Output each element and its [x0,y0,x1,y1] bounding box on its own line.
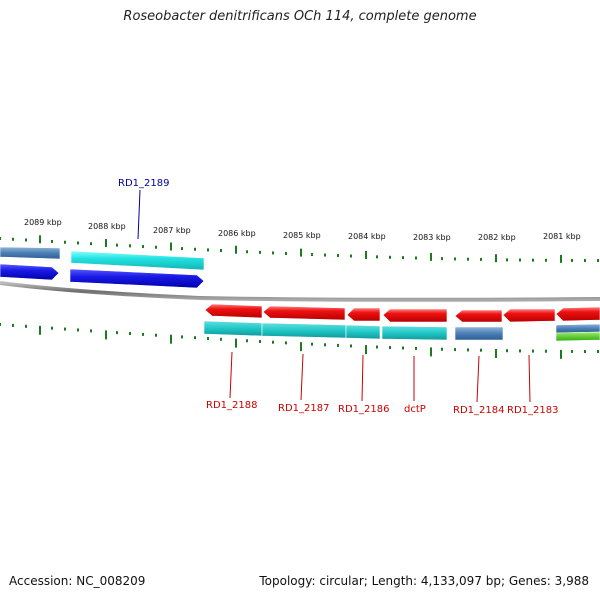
label-rd1-2186[interactable]: RD1_2186 [338,404,389,415]
gene-dctp-cds[interactable] [382,308,448,323]
gene-rd1-2189-cds[interactable] [69,268,205,289]
gene-labels: RD1_2189 RD1_2188 RD1_2187 RD1_2186 dctP… [118,178,558,416]
cds-right-reverse[interactable] [555,306,600,322]
gene-rd1-2186-cds[interactable] [346,307,381,322]
gene-rd1-2187-feature[interactable] [261,322,347,339]
leader-rd1-2186 [361,354,364,402]
label-leaders [137,189,531,403]
kbp-label: 2084 kbp [348,232,386,241]
genome-summary-text: Topology: circular; Length: 4,133,097 bp… [259,574,589,588]
gene-rd1-2184-feature[interactable] [454,326,504,341]
gene-rd1-2188-cds[interactable] [204,303,263,319]
label-rd1-2183[interactable]: RD1_2183 [507,405,558,416]
accession-text: Accession: NC_008209 [9,574,146,588]
gene-rd1-2186-feature[interactable] [345,324,381,340]
label-rd1-2188[interactable]: RD1_2188 [206,400,257,411]
label-dctp[interactable]: dctP [404,404,426,415]
kbp-label: 2081 kbp [543,232,581,241]
kbp-labels: 2089 kbp 2088 kbp 2087 kbp 2086 kbp 2085 kbp… [24,218,581,242]
reverse-gene-features [203,320,600,342]
kbp-label: 2082 kbp [478,233,516,242]
gene-dctp-feature[interactable] [381,325,448,341]
genome-backbone [0,281,600,302]
leader-rd1-2187 [300,353,304,401]
gene-rd1-2187-cds[interactable] [262,305,346,321]
gene-rd1-2184-cds[interactable] [454,309,503,323]
kbp-label: 2087 kbp [153,226,191,235]
gene-rd1-2189-feature[interactable] [70,250,205,271]
gene-rd1-2183-cds[interactable] [502,308,556,323]
kbp-label: 2085 kbp [283,231,321,240]
gene-feature-steel-left[interactable] [0,246,61,260]
label-rd1-2189[interactable]: RD1_2189 [118,178,169,189]
kbp-label: 2088 kbp [88,222,126,231]
reverse-cds-features [204,303,600,323]
outer-tick-marks [0,235,599,263]
kbp-label: 2083 kbp [413,233,451,242]
label-rd1-2184[interactable]: RD1_2184 [453,405,504,416]
kbp-label: 2089 kbp [24,218,62,227]
kbp-label: 2086 kbp [218,229,256,238]
inner-tick-marks [0,323,599,359]
genome-title: Roseobacter denitrificans OCh 114, compl… [123,9,477,24]
leader-rd1-2184 [476,355,480,403]
leader-rd1-2183 [528,354,531,403]
leader-rd1-2189 [137,189,141,240]
leader-rd1-2188 [229,351,233,399]
forward-features [0,246,205,289]
gene-rd1-2188-feature[interactable] [203,320,263,337]
steel-feature-right[interactable] [555,323,600,334]
label-rd1-2187[interactable]: RD1_2187 [278,403,329,414]
green-feature-right[interactable] [555,331,600,342]
cds-left-forward[interactable] [0,263,60,281]
